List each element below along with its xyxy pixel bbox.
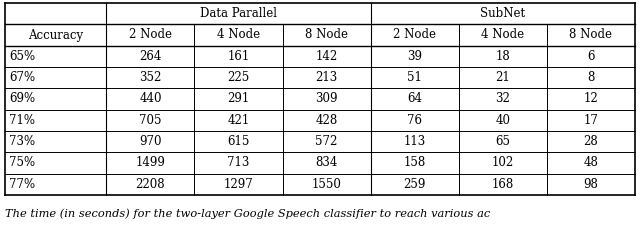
Text: 428: 428 [316, 114, 338, 127]
Text: 161: 161 [227, 50, 250, 63]
Text: Accuracy: Accuracy [28, 28, 83, 42]
Text: 65: 65 [495, 135, 510, 148]
Text: 8 Node: 8 Node [570, 28, 612, 42]
Text: 17: 17 [584, 114, 598, 127]
Text: 73%: 73% [9, 135, 35, 148]
Text: 142: 142 [316, 50, 338, 63]
Text: 77%: 77% [9, 178, 35, 191]
Text: 213: 213 [316, 71, 338, 84]
Text: 713: 713 [227, 156, 250, 170]
Text: 421: 421 [227, 114, 250, 127]
Text: 51: 51 [407, 71, 422, 84]
Text: 259: 259 [404, 178, 426, 191]
Text: 48: 48 [584, 156, 598, 170]
Text: 69%: 69% [9, 92, 35, 106]
Text: 1550: 1550 [312, 178, 342, 191]
Text: 65%: 65% [9, 50, 35, 63]
Text: 98: 98 [584, 178, 598, 191]
Text: 352: 352 [139, 71, 161, 84]
Text: 168: 168 [492, 178, 514, 191]
Text: 4 Node: 4 Node [481, 28, 524, 42]
Text: 18: 18 [495, 50, 510, 63]
Text: 113: 113 [404, 135, 426, 148]
Text: The time (in seconds) for the two-layer Google Speech classifier to reach variou: The time (in seconds) for the two-layer … [5, 208, 490, 219]
Text: 76: 76 [407, 114, 422, 127]
Text: 21: 21 [495, 71, 510, 84]
Text: 309: 309 [316, 92, 338, 106]
Text: 64: 64 [407, 92, 422, 106]
Text: 4 Node: 4 Node [217, 28, 260, 42]
Text: 6: 6 [587, 50, 595, 63]
Text: 572: 572 [316, 135, 338, 148]
Text: 1499: 1499 [136, 156, 165, 170]
Text: 615: 615 [227, 135, 250, 148]
Text: 291: 291 [227, 92, 250, 106]
Text: 32: 32 [495, 92, 510, 106]
Text: 40: 40 [495, 114, 510, 127]
Text: 2208: 2208 [136, 178, 165, 191]
Text: 71%: 71% [9, 114, 35, 127]
Text: 28: 28 [584, 135, 598, 148]
Text: Data Parallel: Data Parallel [200, 7, 277, 20]
Text: 2 Node: 2 Node [129, 28, 172, 42]
Text: 8: 8 [588, 71, 595, 84]
Text: 1297: 1297 [223, 178, 253, 191]
Text: 12: 12 [584, 92, 598, 106]
Text: 970: 970 [139, 135, 162, 148]
Text: 834: 834 [316, 156, 338, 170]
Text: 158: 158 [404, 156, 426, 170]
Text: 264: 264 [139, 50, 161, 63]
Text: 2 Node: 2 Node [393, 28, 436, 42]
Text: SubNet: SubNet [480, 7, 525, 20]
Text: 225: 225 [227, 71, 250, 84]
Text: 39: 39 [407, 50, 422, 63]
Text: 67%: 67% [9, 71, 35, 84]
Text: 102: 102 [492, 156, 514, 170]
Text: 75%: 75% [9, 156, 35, 170]
Text: 8 Node: 8 Node [305, 28, 348, 42]
Text: 440: 440 [139, 92, 162, 106]
Text: 705: 705 [139, 114, 162, 127]
